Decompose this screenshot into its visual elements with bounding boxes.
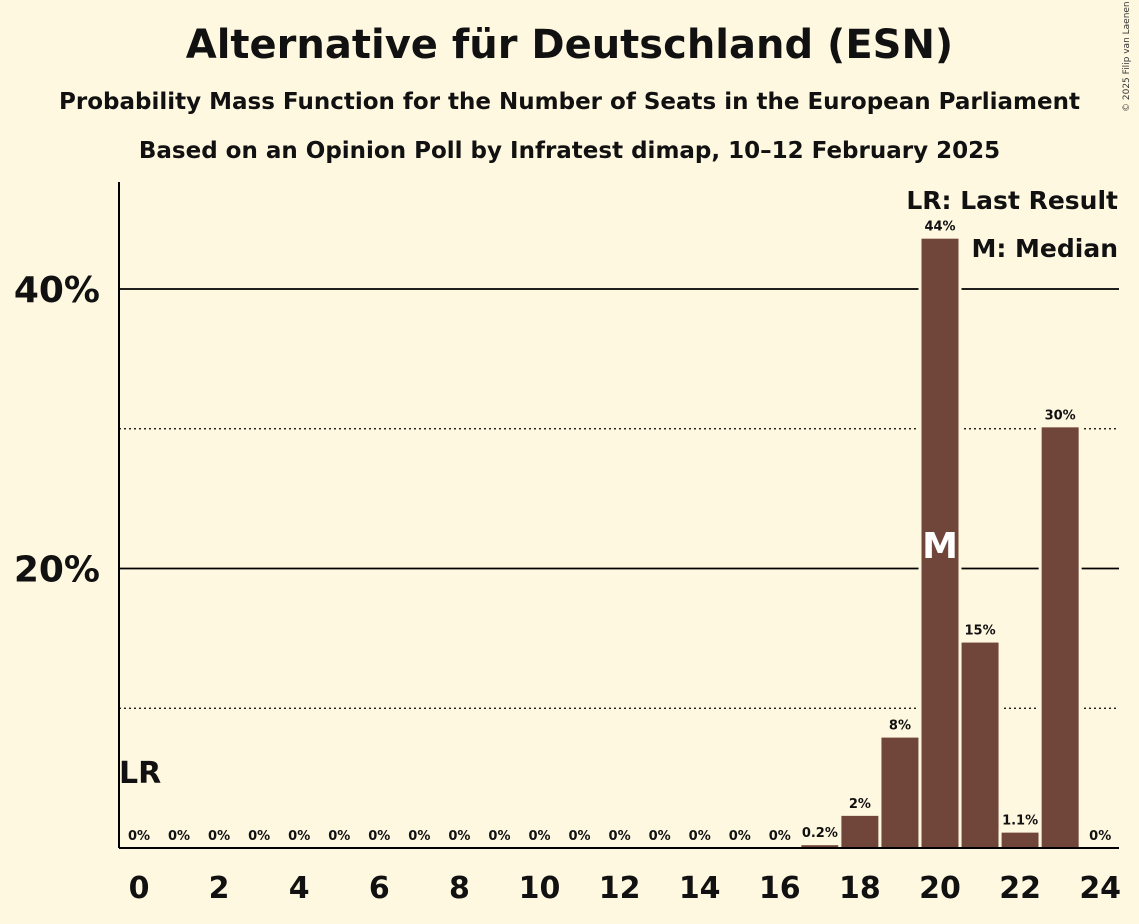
value-label-seat-5: 0% [328,829,350,844]
value-label-seat-6: 0% [368,829,390,844]
value-label-seat-18: 2% [849,797,871,812]
bar-seat-22 [1001,832,1039,848]
value-label-seat-23: 30% [1045,408,1076,423]
bar-seat-17 [801,845,839,848]
legend-median: M: Median [971,234,1118,263]
value-label-seat-15: 0% [729,829,751,844]
x-tick-label-2: 2 [209,871,230,906]
value-label-seat-10: 0% [528,829,550,844]
x-tick-label-14: 14 [679,871,721,906]
chart-subtitle: Probability Mass Function for the Number… [59,89,1080,115]
x-tick-label-16: 16 [759,871,801,906]
value-label-seat-20: 44% [924,220,955,235]
value-label-seat-4: 0% [288,829,310,844]
value-label-seat-8: 0% [448,829,470,844]
y-tick-label: 20% [14,550,100,591]
value-label-seat-13: 0% [649,829,671,844]
value-label-seat-17: 0.2% [802,826,838,841]
bar-seat-21 [961,642,999,848]
x-tick-label-22: 22 [999,871,1041,906]
x-tick-label-12: 12 [599,871,641,906]
chart-title: Alternative für Deutschland (ESN) [185,22,954,68]
value-label-seat-24: 0% [1089,829,1111,844]
value-label-seat-21: 15% [964,624,995,639]
x-tick-label-18: 18 [839,871,881,906]
value-label-seat-14: 0% [689,829,711,844]
value-label-seat-1: 0% [168,829,190,844]
value-label-seat-3: 0% [248,829,270,844]
last-result-marker: LR [119,756,161,791]
bar-seat-23 [1041,427,1079,848]
value-label-seat-2: 0% [208,829,230,844]
y-tick-label: 40% [14,270,100,311]
x-tick-label-24: 24 [1079,871,1121,906]
value-label-seat-11: 0% [569,829,591,844]
value-label-seat-7: 0% [408,829,430,844]
x-tick-label-20: 20 [919,871,961,906]
median-marker: M [922,526,958,567]
bar-gap [798,842,842,848]
legend-last-result: LR: Last Result [906,186,1118,215]
value-label-seat-9: 0% [488,829,510,844]
bar-seat-18 [841,815,879,848]
value-label-seat-16: 0% [769,829,791,844]
x-tick-label-4: 4 [289,871,310,906]
value-label-seat-22: 1.1% [1002,814,1038,829]
value-label-seat-12: 0% [609,829,631,844]
x-tick-label-8: 8 [449,871,470,906]
bar-seat-20 [921,238,959,848]
x-tick-label-6: 6 [369,871,390,906]
bar-seat-19 [881,737,919,848]
value-label-seat-19: 8% [889,719,911,734]
x-tick-label-0: 0 [129,871,150,906]
value-label-seat-0: 0% [128,829,150,844]
chart-source-line: Based on an Opinion Poll by Infratest di… [138,138,1001,164]
x-tick-label-10: 10 [519,871,561,906]
